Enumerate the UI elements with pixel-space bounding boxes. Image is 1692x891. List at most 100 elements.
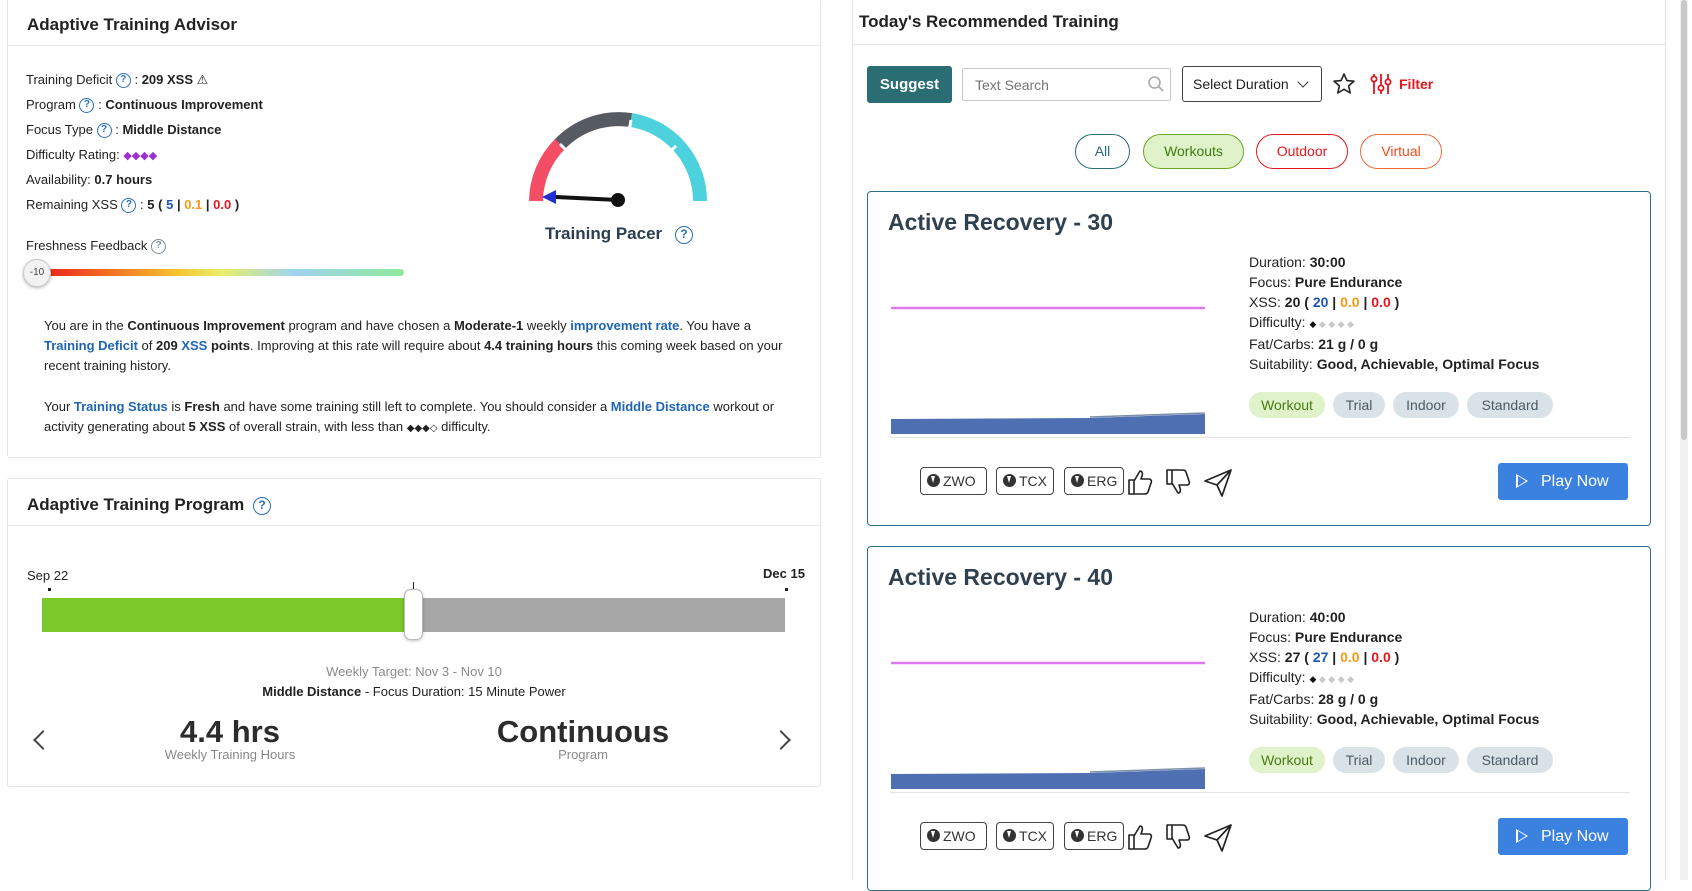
weekly-target: Weekly Target: Nov 3 - Nov 10 <box>326 664 502 679</box>
recommended-panel-border-right <box>1665 0 1666 880</box>
filter-button[interactable]: Filter <box>1399 76 1434 92</box>
power-profile <box>891 769 1205 789</box>
program-end-date: Dec 15 <box>763 566 805 581</box>
gauge-arc-pink <box>529 139 566 202</box>
pill-workouts[interactable]: Workouts <box>1143 134 1244 169</box>
availability-value: 0.7 hours <box>94 172 153 187</box>
gauge-arc-cyan <box>629 113 707 202</box>
play-icon <box>1516 474 1528 488</box>
pacer-gauge <box>529 112 707 207</box>
send-icon[interactable] <box>1202 822 1234 854</box>
duration-select[interactable]: Select Duration <box>1182 66 1322 102</box>
training-deficit-link[interactable]: Training Deficit <box>44 338 138 353</box>
workout-card[interactable]: Active Recovery - 40 Duration: 40:00 Foc… <box>867 546 1651 891</box>
difficulty-row: Difficulty Rating: ◆◆◆◆ <box>26 147 157 162</box>
workout-focus: Pure Endurance <box>1294 629 1403 645</box>
workout-suitability: Good, Achievable, Optimal Focus <box>1316 356 1540 372</box>
freshness-slider-track[interactable] <box>40 269 404 276</box>
thumbs-up-icon[interactable] <box>1126 467 1156 497</box>
availability-label: Availability: <box>26 172 91 187</box>
xss-link[interactable]: XSS <box>181 338 208 353</box>
program-progress-fill <box>42 598 414 632</box>
help-icon[interactable]: ? <box>115 73 131 89</box>
help-icon[interactable]: ? <box>674 225 693 244</box>
download-icon <box>1071 474 1084 487</box>
download-zwo-button[interactable]: ZWO <box>920 467 987 495</box>
program-type-value: Continuous <box>496 714 670 749</box>
pacer-label-row: Training Pacer ? <box>545 224 693 244</box>
workout-card[interactable]: Active Recovery - 30 Duration: 30:00 Foc… <box>867 191 1651 526</box>
pill-outdoor[interactable]: Outdoor <box>1256 134 1348 169</box>
workout-profile-chart <box>891 661 1206 789</box>
help-icon[interactable]: ? <box>151 239 167 255</box>
tag-workout: Workout <box>1249 392 1325 418</box>
tag-trial: Trial <box>1333 747 1385 773</box>
star-icon[interactable] <box>1332 72 1356 96</box>
filter-sliders-icon[interactable] <box>1369 72 1393 96</box>
training-status-link[interactable]: Training Status <box>73 399 168 414</box>
suggest-button[interactable]: Suggest <box>867 66 952 103</box>
power-profile <box>891 414 1205 434</box>
freshness-value: -10 <box>29 267 45 278</box>
advisor-title: Adaptive Training Advisor <box>27 15 238 34</box>
play-now-button[interactable]: Play Now <box>1498 463 1628 500</box>
program-value: Continuous Improvement <box>105 97 263 112</box>
help-icon[interactable]: ? <box>253 496 271 515</box>
workout-info: Duration: 40:00 Focus: Pure Endurance XS… <box>1249 609 1540 727</box>
program-title-row: Adaptive Training Program ? <box>27 495 271 515</box>
help-icon[interactable]: ? <box>79 98 95 114</box>
help-icon[interactable]: ? <box>96 123 112 139</box>
download-icon <box>1003 474 1016 487</box>
play-icon <box>1516 829 1528 843</box>
thumbs-down-icon[interactable] <box>1164 467 1194 497</box>
program-progress-handle[interactable] <box>404 589 423 640</box>
thumbs-down-icon[interactable] <box>1164 822 1194 852</box>
recommended-title: Today's Recommended Training <box>859 12 1119 31</box>
remaining-peak: 0.0 <box>213 197 232 212</box>
scrollbar[interactable] <box>1680 0 1688 880</box>
weekly-hours-label: Weekly Training Hours <box>164 747 296 762</box>
focus-label: Focus Type <box>26 122 93 137</box>
focus-value: Middle Distance <box>122 122 222 137</box>
gauge-needle <box>554 195 620 202</box>
tag-indoor: Indoor <box>1393 747 1459 773</box>
freshness-slider-handle[interactable]: -10 <box>23 259 51 287</box>
download-tcx-button[interactable]: TCX <box>996 467 1054 495</box>
pacer-label: Training Pacer <box>545 224 663 243</box>
pill-virtual[interactable]: Virtual <box>1360 134 1442 169</box>
program-label: Program <box>26 97 76 112</box>
pill-all[interactable]: All <box>1075 134 1130 169</box>
search-input[interactable] <box>962 68 1171 101</box>
workout-fat-carbs: 28 g / 0 g <box>1318 691 1379 707</box>
improvement-rate-link[interactable]: improvement rate <box>570 318 680 333</box>
download-erg-button[interactable]: ERG <box>1064 822 1124 850</box>
download-erg-button[interactable]: ERG <box>1064 467 1124 495</box>
play-now-button[interactable]: Play Now <box>1498 818 1628 855</box>
download-icon <box>1071 829 1084 842</box>
send-icon[interactable] <box>1202 467 1234 499</box>
remaining-high: 0.1 <box>184 197 203 212</box>
download-icon <box>927 474 940 487</box>
help-icon[interactable]: ? <box>121 198 137 214</box>
tag-standard: Standard <box>1467 392 1553 418</box>
advisor-paragraph-2: Your Training Status is Fresh and have s… <box>44 399 775 434</box>
tag-standard: Standard <box>1467 747 1553 773</box>
deficit-label: Training Deficit <box>26 72 113 87</box>
download-tcx-button[interactable]: TCX <box>996 822 1054 850</box>
download-zwo-button[interactable]: ZWO <box>920 822 987 850</box>
chevron-down-icon <box>1297 76 1309 88</box>
difficulty-diamonds: ◆◆◆◇ <box>406 423 438 434</box>
workout-xss: 27 <box>1284 649 1301 665</box>
remaining-row: Remaining XSS ? : 5 ( 5 | 0.1 | 0.0 ) <box>26 197 240 214</box>
workout-profile-chart <box>891 306 1206 434</box>
difficulty-label: Difficulty Rating: <box>26 147 120 162</box>
scrollbar-thumb[interactable] <box>1681 0 1687 440</box>
remaining-low: 5 <box>166 197 174 212</box>
tag-trial: Trial <box>1333 392 1385 418</box>
middle-distance-link[interactable]: Middle Distance <box>610 399 710 414</box>
search-icon[interactable] <box>1147 75 1165 93</box>
gauge-pointer <box>542 190 556 204</box>
advisor-paragraph-1: You are in the Continuous Improvement pr… <box>44 318 783 373</box>
thumbs-up-icon[interactable] <box>1126 822 1156 852</box>
workout-info: Duration: 30:00 Focus: Pure Endurance XS… <box>1249 254 1540 372</box>
